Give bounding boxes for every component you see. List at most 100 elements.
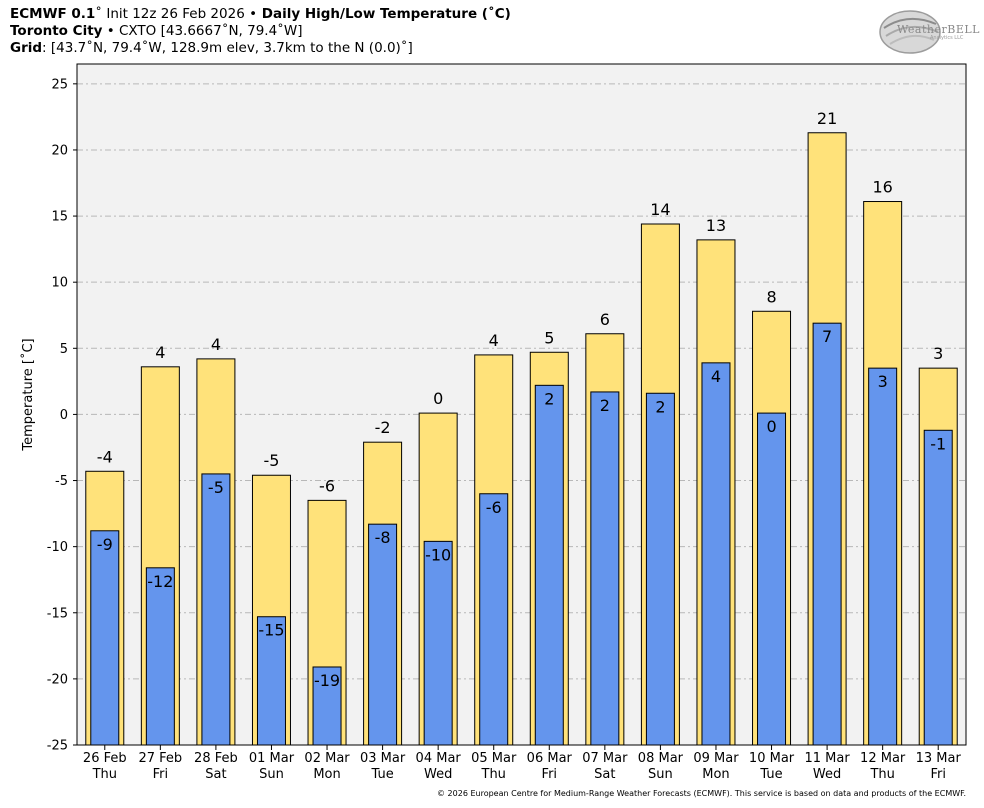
chart-title: Daily High/Low Temperature (˚C) — [257, 6, 511, 22]
high-value-label: -2 — [375, 418, 391, 437]
x-tick-date: 05 Mar — [471, 751, 517, 766]
weatherbell-logo-icon — [879, 10, 941, 54]
high-value-label: 5 — [544, 328, 554, 347]
x-tick-date: 06 Mar — [527, 751, 573, 766]
x-tick-day: Sun — [259, 767, 284, 782]
x-tick-date: 08 Mar — [638, 751, 684, 766]
x-tick-date: 13 Mar — [916, 751, 962, 766]
x-tick-day: Tue — [370, 767, 393, 782]
x-tick-day: Thu — [481, 767, 506, 782]
low-bar — [590, 391, 620, 746]
high-value-label: 4 — [489, 331, 499, 350]
x-tick-date: 28 Feb — [194, 751, 238, 766]
x-tick-day: Wed — [424, 767, 452, 782]
x-tick-day: Fri — [542, 767, 558, 782]
low-bar — [701, 362, 731, 746]
x-tick-date: 03 Mar — [360, 751, 406, 766]
low-bar — [312, 666, 342, 746]
low-bar — [923, 429, 953, 746]
low-value-label: -12 — [147, 572, 173, 591]
low-value-label: 2 — [544, 389, 554, 408]
y-tick-label: 0 — [60, 408, 68, 423]
x-tick-day: Tue — [759, 767, 782, 782]
low-value-label: -8 — [375, 528, 391, 547]
x-tick-date: 26 Feb — [83, 751, 127, 766]
low-bar — [479, 493, 509, 746]
high-value-label: 8 — [766, 287, 776, 306]
logo-text: WeatherBELL — [897, 23, 980, 36]
low-bar — [868, 367, 898, 746]
low-value-label: -9 — [97, 535, 113, 554]
low-bar — [645, 392, 675, 746]
low-value-label: 2 — [600, 396, 610, 415]
grid-label: Grid — [10, 40, 43, 56]
high-value-label: 21 — [817, 109, 837, 128]
y-tick-label: 5 — [60, 342, 68, 357]
high-value-label: -4 — [97, 447, 113, 466]
x-tick-date: 09 Mar — [693, 751, 739, 766]
low-bar — [757, 412, 787, 746]
high-value-label: 4 — [155, 343, 165, 362]
x-tick-date: 02 Mar — [304, 751, 350, 766]
low-value-label: -15 — [258, 621, 284, 640]
high-value-label: 16 — [872, 178, 892, 197]
low-bar — [812, 322, 842, 746]
y-axis-label: Temperature [˚C] — [20, 338, 36, 451]
low-value-label: -6 — [486, 498, 502, 517]
header-line-grid: Grid: [43.7˚N, 79.4˚W, 128.9m elev, 3.7k… — [10, 40, 413, 56]
low-bar — [90, 530, 120, 746]
y-tick-label: -5 — [55, 474, 68, 489]
high-value-label: 6 — [600, 310, 610, 329]
x-tick-day: Fri — [153, 767, 169, 782]
x-tick-day: Sat — [205, 767, 226, 782]
y-tick-label: 10 — [51, 276, 68, 291]
station-name: Toronto City — [10, 23, 103, 39]
x-tick-day: Wed — [813, 767, 841, 782]
low-bar — [534, 384, 564, 746]
y-tick-label: 20 — [51, 143, 68, 158]
x-tick-day: Thu — [92, 767, 117, 782]
separator-bullet: • — [249, 6, 258, 22]
logo-subtext: Analytics LLC — [930, 35, 964, 41]
y-tick-label: 25 — [51, 77, 68, 92]
low-value-label: 0 — [766, 417, 776, 436]
low-bar — [368, 523, 398, 746]
high-value-label: -6 — [319, 476, 335, 495]
init-time: Init 12z 26 Feb 2026 — [102, 6, 250, 22]
y-tick-label: -20 — [47, 672, 68, 687]
y-tick-label: -10 — [47, 540, 68, 555]
low-bar — [145, 567, 175, 746]
header-line-station: Toronto City • CXTO [43.6667˚N, 79.4˚W] — [10, 23, 303, 39]
x-tick-date: 12 Mar — [860, 751, 906, 766]
x-tick-day: Sat — [594, 767, 615, 782]
x-tick-day: Thu — [869, 767, 894, 782]
copyright-footer: © 2026 European Centre for Medium-Range … — [437, 789, 966, 798]
low-value-label: -19 — [314, 671, 340, 690]
low-bar — [201, 473, 231, 746]
low-value-label: 3 — [878, 372, 888, 391]
plot-frame — [76, 63, 967, 746]
high-value-label: 14 — [650, 200, 670, 219]
low-value-label: -5 — [208, 478, 224, 497]
x-tick-date: 27 Feb — [138, 751, 182, 766]
low-value-label: -10 — [425, 545, 451, 564]
x-tick-date: 01 Mar — [249, 751, 295, 766]
x-tick-day: Mon — [313, 767, 340, 782]
degree-mark: ˚ — [95, 6, 103, 22]
low-value-label: 7 — [822, 327, 832, 346]
high-value-label: -5 — [263, 451, 279, 470]
y-tick-label: -25 — [47, 739, 68, 754]
high-value-label: 0 — [433, 389, 443, 408]
header-line-model: ECMWF 0.1˚ Init 12z 26 Feb 2026 • Daily … — [10, 6, 511, 22]
low-value-label: 2 — [655, 397, 665, 416]
x-tick-day: Mon — [702, 767, 729, 782]
high-value-label: 3 — [933, 344, 943, 363]
low-value-label: 4 — [711, 367, 721, 386]
low-value-label: -1 — [930, 434, 946, 453]
y-tick-label: -15 — [47, 606, 68, 621]
model-name: ECMWF 0.1 — [10, 6, 96, 22]
high-value-label: 13 — [706, 216, 726, 235]
low-bar — [423, 540, 453, 746]
x-tick-date: 11 Mar — [804, 751, 850, 766]
